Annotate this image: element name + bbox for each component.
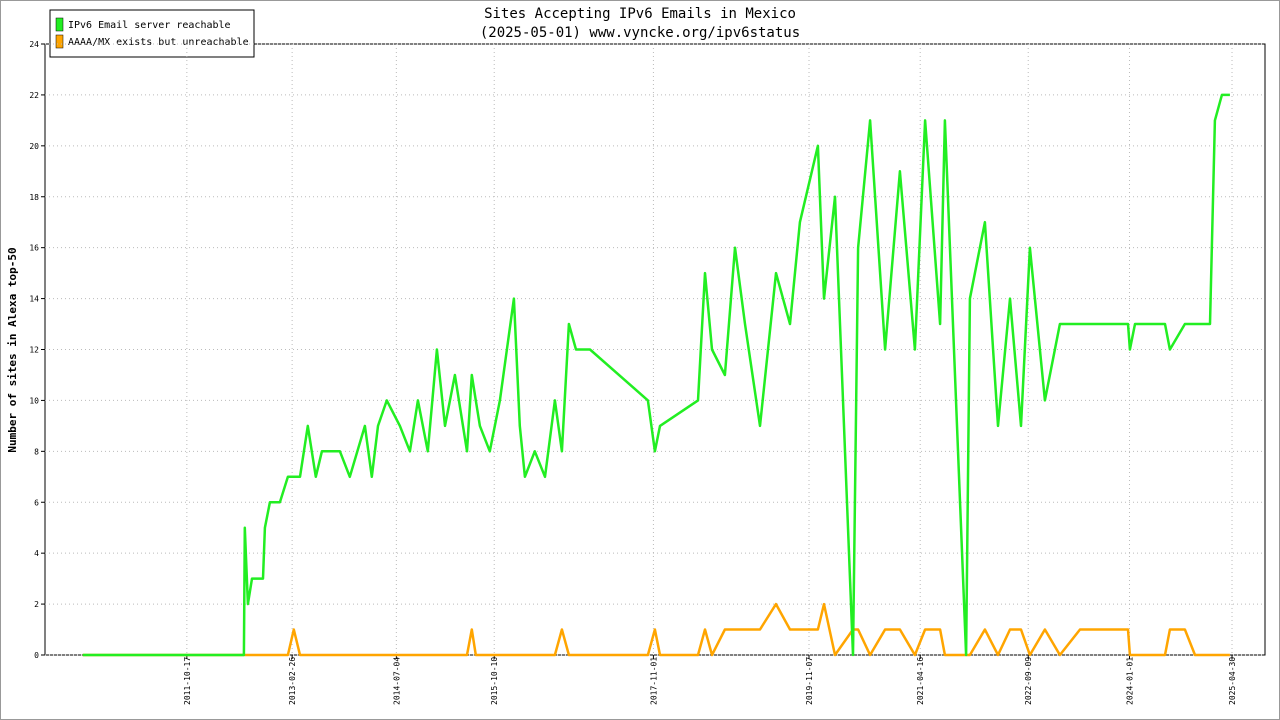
y-tick-label: 14: [29, 295, 39, 304]
x-tick-label: 2013-02-26: [288, 657, 297, 705]
y-tick-label: 12: [29, 346, 39, 355]
x-tick-label: 2014-07-04: [392, 657, 401, 705]
y-tick-label: 24: [29, 40, 39, 49]
x-tick-label: 2011-10-17: [183, 657, 192, 705]
x-tick-label: 2019-11-07: [805, 657, 814, 705]
y-axis-label: Number of sites in Alexa top-50: [6, 247, 19, 452]
chart-title: Sites Accepting IPv6 Emails in Mexico: [484, 6, 796, 22]
legend-swatch: [55, 34, 64, 49]
y-tick-label: 18: [29, 193, 39, 202]
legend-swatch: [55, 17, 64, 32]
y-tick-label: 6: [34, 498, 39, 507]
legend-label: AAAA/MX exists but unreachable: [68, 37, 249, 48]
legend-label: IPv6 Email server reachable: [68, 20, 231, 31]
chart-subtitle: (2025-05-01) www.vyncke.org/ipv6status: [480, 25, 800, 41]
x-tick-label: 2017-11-01: [649, 657, 658, 705]
y-tick-label: 0: [34, 651, 39, 660]
x-tick-label: 2021-04-16: [916, 657, 925, 705]
series-line: [82, 602, 1230, 657]
x-tick-label: 2015-10-10: [490, 657, 499, 705]
series-line: [82, 93, 1230, 657]
y-tick-label: 2: [34, 600, 39, 609]
y-tick-label: 22: [29, 91, 39, 100]
x-tick-label: 2024-01-01: [1125, 657, 1134, 705]
y-tick-label: 20: [29, 142, 39, 151]
x-tick-label: 2025-04-30: [1228, 657, 1237, 705]
y-tick-label: 4: [34, 549, 39, 558]
x-tick-label: 2022-09-09: [1024, 657, 1033, 705]
y-tick-label: 16: [29, 244, 39, 253]
y-tick-label: 8: [34, 447, 39, 456]
y-tick-label: 10: [29, 396, 39, 405]
legend-frame: [49, 9, 255, 58]
legend: IPv6 Email server reachable AAAA/MX exist…: [49, 9, 255, 58]
